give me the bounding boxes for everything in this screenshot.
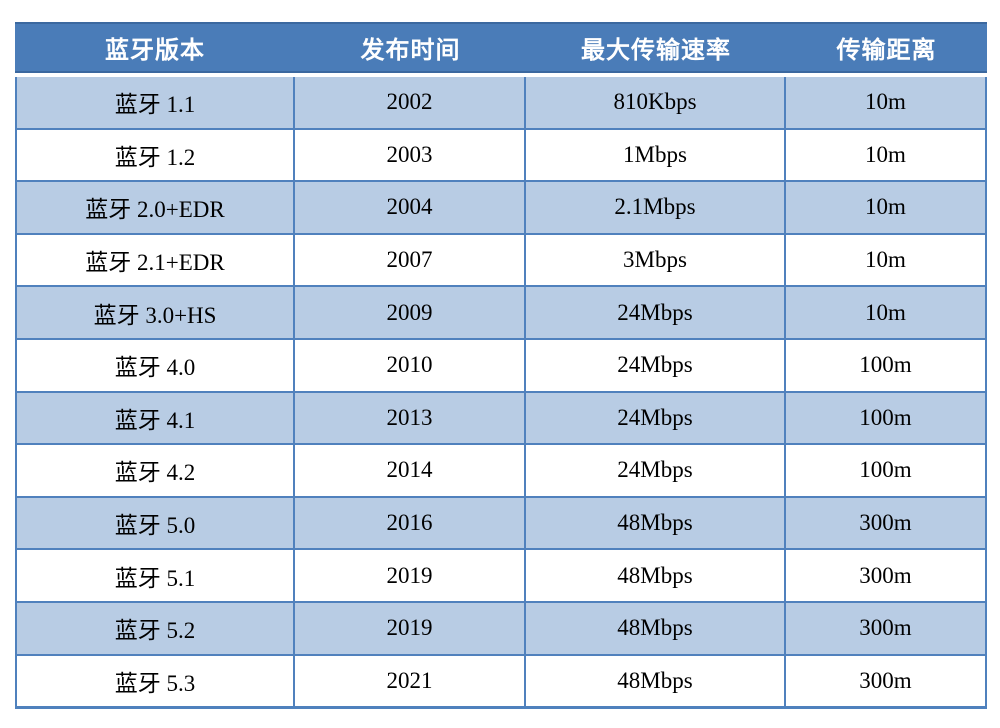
cell-distance: 300m: [859, 510, 912, 536]
header-cell-speed: 最大传输速率: [581, 38, 731, 64]
cell-version: 蓝牙 4.1: [17, 392, 295, 444]
table-row: 蓝牙 5.2 2019 48Mbps 300m: [17, 600, 985, 654]
cell-distance: 10m: [865, 194, 906, 220]
table-header-row: 蓝牙版本 发布时间 最大传输速率 传输距离: [15, 22, 987, 73]
cell-year: 2019: [295, 602, 526, 654]
table-row: 蓝牙 5.3 2021 48Mbps 300m: [17, 653, 985, 707]
cell-distance: 10m: [865, 89, 906, 115]
cell-version: 蓝牙 5.2: [17, 602, 295, 654]
cell-distance: 100m: [859, 457, 912, 483]
cell-distance: 100m: [859, 404, 912, 430]
cell-version: 蓝牙 5.3: [17, 655, 295, 707]
cell-year: 2016: [295, 497, 526, 549]
cell-version: 蓝牙 2.1+EDR: [17, 234, 295, 286]
cell-version: 蓝牙 5.0: [17, 497, 295, 549]
cell-distance: 100m: [859, 352, 912, 378]
cell-speed: 810Kbps: [526, 77, 786, 128]
table-row: 蓝牙 5.0 2016 48Mbps 300m: [17, 495, 985, 549]
cell-speed: 24Mbps: [526, 339, 786, 391]
cell-year: 2014: [295, 445, 526, 496]
cell-distance: 10m: [865, 247, 906, 273]
cell-year: 2002: [295, 77, 526, 128]
cell-year: 2010: [295, 339, 526, 391]
table-row: 蓝牙 5.1 2019 48Mbps 300m: [17, 548, 985, 601]
cell-year: 2003: [295, 129, 526, 181]
bluetooth-version-table: 蓝牙版本 发布时间 最大传输速率 传输距离 蓝牙 1.1 2002 810Kbp…: [15, 22, 987, 710]
cell-year: 2004: [295, 182, 526, 233]
cell-version: 蓝牙 2.0+EDR: [17, 182, 295, 233]
cell-distance: 300m: [859, 615, 912, 641]
table-row: 蓝牙 2.0+EDR 2004 2.1Mbps 10m: [17, 180, 985, 233]
header-cell-version: 蓝牙版本: [105, 38, 205, 64]
cell-speed: 48Mbps: [526, 550, 786, 601]
cell-distance: 10m: [865, 299, 906, 325]
cell-version: 蓝牙 4.0: [17, 339, 295, 391]
header-cell-year: 发布时间: [360, 38, 461, 64]
cell-version: 蓝牙 3.0+HS: [17, 287, 295, 338]
cell-speed: 48Mbps: [526, 655, 786, 707]
cell-speed: 24Mbps: [526, 287, 786, 338]
cell-year: 2021: [295, 655, 526, 707]
cell-version: 蓝牙 4.2: [17, 445, 295, 496]
cell-speed: 3Mbps: [526, 234, 786, 286]
cell-version: 蓝牙 1.1: [17, 77, 295, 128]
cell-version: 蓝牙 1.2: [17, 129, 295, 181]
table-body: 蓝牙 1.1 2002 810Kbps 10m 蓝牙 1.2 2003 1Mbp…: [15, 77, 987, 710]
table-row: 蓝牙 3.0+HS 2009 24Mbps 10m: [17, 285, 985, 338]
cell-speed: 48Mbps: [526, 602, 786, 654]
table-row: 蓝牙 1.1 2002 810Kbps 10m: [17, 77, 985, 128]
cell-version: 蓝牙 5.1: [17, 550, 295, 601]
table-row: 蓝牙 4.0 2010 24Mbps 100m: [17, 337, 985, 391]
header-body-divider: [15, 73, 987, 77]
cell-speed: 24Mbps: [526, 392, 786, 444]
cell-speed: 1Mbps: [526, 129, 786, 181]
cell-distance: 300m: [859, 667, 912, 693]
cell-year: 2009: [295, 287, 526, 338]
cell-year: 2007: [295, 234, 526, 286]
cell-year: 2013: [295, 392, 526, 444]
table-row: 蓝牙 4.1 2013 24Mbps 100m: [17, 390, 985, 444]
table-row: 蓝牙 4.2 2014 24Mbps 100m: [17, 443, 985, 496]
cell-distance: 300m: [859, 562, 912, 588]
cell-distance: 10m: [865, 141, 906, 167]
table-row: 蓝牙 1.2 2003 1Mbps 10m: [17, 127, 985, 181]
cell-speed: 2.1Mbps: [526, 182, 786, 233]
cell-year: 2019: [295, 550, 526, 601]
header-cell-distance: 传输距离: [836, 38, 937, 64]
cell-speed: 24Mbps: [526, 445, 786, 496]
cell-speed: 48Mbps: [526, 497, 786, 549]
table-row: 蓝牙 2.1+EDR 2007 3Mbps 10m: [17, 232, 985, 286]
